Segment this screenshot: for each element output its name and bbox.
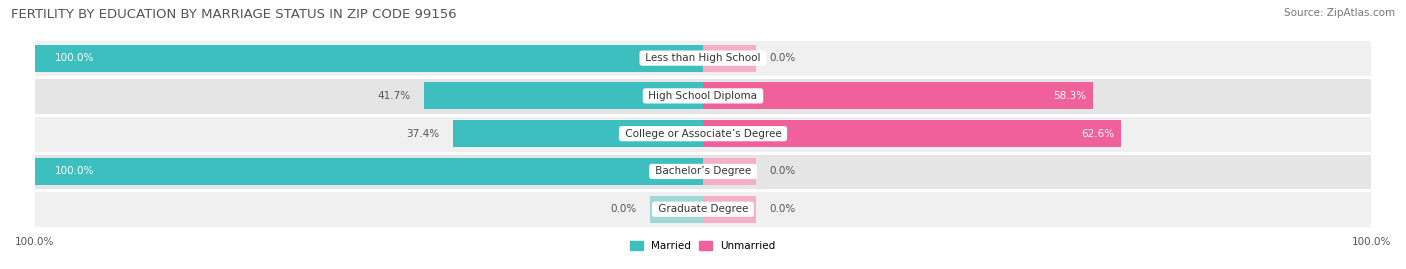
Bar (703, 44, 756, 72)
Text: 62.6%: 62.6% (1081, 129, 1115, 139)
Text: College or Associate’s Degree: College or Associate’s Degree (621, 129, 785, 139)
Bar (35, 44, 703, 72)
Bar (425, 82, 703, 109)
Text: 0.0%: 0.0% (770, 204, 796, 214)
Bar (35, 115, 1371, 153)
Text: 0.0%: 0.0% (610, 204, 636, 214)
Bar (453, 120, 703, 147)
Text: 0.0%: 0.0% (770, 167, 796, 176)
Bar (35, 153, 1371, 190)
Text: Graduate Degree: Graduate Degree (655, 204, 751, 214)
Text: 41.7%: 41.7% (378, 91, 411, 101)
Text: 100.0%: 100.0% (55, 53, 94, 63)
Text: 0.0%: 0.0% (770, 53, 796, 63)
Bar (35, 77, 1371, 115)
Bar (703, 196, 756, 223)
Text: High School Diploma: High School Diploma (645, 91, 761, 101)
Bar (703, 120, 1122, 147)
Text: Less than High School: Less than High School (643, 53, 763, 63)
Bar (35, 158, 703, 185)
Bar (650, 196, 703, 223)
Bar (703, 158, 756, 185)
Bar (703, 82, 1092, 109)
Text: 37.4%: 37.4% (406, 129, 440, 139)
Bar (35, 39, 1371, 77)
Text: Bachelor’s Degree: Bachelor’s Degree (652, 167, 754, 176)
Text: 58.3%: 58.3% (1053, 91, 1085, 101)
Text: 100.0%: 100.0% (55, 167, 94, 176)
Text: Source: ZipAtlas.com: Source: ZipAtlas.com (1284, 8, 1395, 18)
Bar (35, 190, 1371, 228)
Text: FERTILITY BY EDUCATION BY MARRIAGE STATUS IN ZIP CODE 99156: FERTILITY BY EDUCATION BY MARRIAGE STATU… (11, 8, 457, 21)
Legend: Married, Unmarried: Married, Unmarried (630, 241, 776, 251)
